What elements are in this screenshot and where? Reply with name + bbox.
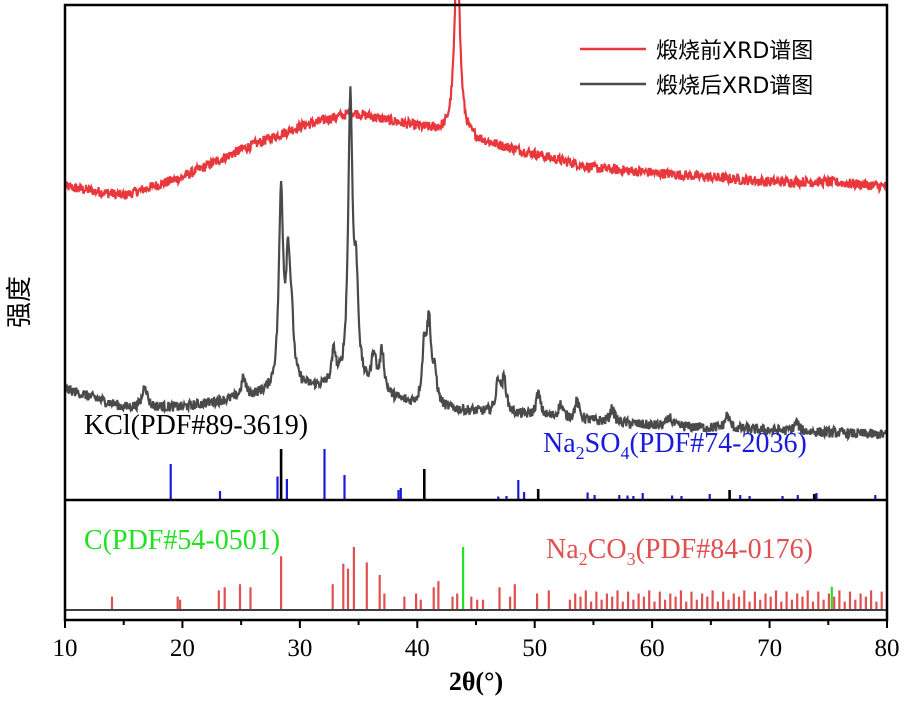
x-tick-label: 50 [522, 635, 547, 662]
x-tick-label: 40 [405, 635, 430, 662]
x-tick-label: 70 [757, 635, 782, 662]
reference-sticks [110, 449, 883, 609]
x-tick-label: 20 [170, 635, 195, 662]
legend-label-before: 煅烧前XRD谱图 [656, 39, 813, 64]
trace-before-calcination [63, 0, 887, 200]
x-axis-label: 2θ(°) [449, 667, 503, 696]
legend: 煅烧前XRD谱图 煅烧后XRD谱图 [580, 39, 813, 99]
na2co3-reference-label: Na2CO3(PDF#84-0176) [546, 534, 813, 569]
legend-label-after: 煅烧后XRD谱图 [656, 74, 813, 99]
y-axis-label: 强度 [5, 276, 35, 328]
x-tick-label: 30 [287, 635, 312, 662]
kcl-reference-label: KCl(PDF#89-3619) [84, 410, 308, 441]
trace-after-calcination [63, 86, 888, 442]
xrd-traces [63, 0, 888, 442]
carbon-reference-label: C(PDF#54-0501) [84, 525, 280, 556]
x-axis-ticks: 10 20 30 40 50 60 70 80 [53, 620, 900, 662]
x-tick-label: 80 [875, 635, 900, 662]
na2so4-reference-label: Na2SO4(PDF#74-2036) [543, 428, 807, 463]
x-tick-label: 10 [53, 635, 78, 662]
x-tick-label: 60 [640, 635, 665, 662]
